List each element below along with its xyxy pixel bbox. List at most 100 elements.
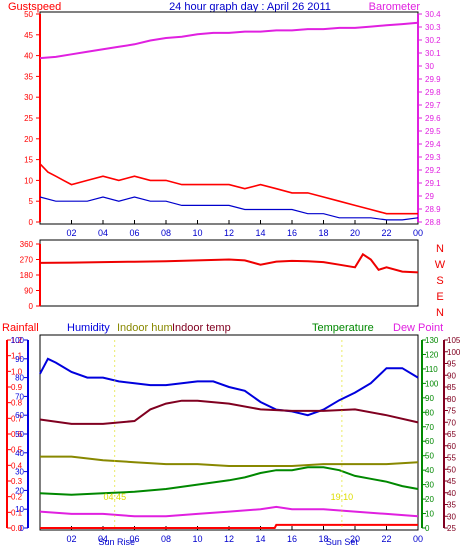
temperature-axis-label-9: 90 — [425, 394, 434, 403]
gust-axis-label-1: 5 — [29, 197, 34, 206]
dir-axis-label-2: 180 — [20, 271, 34, 280]
rain-axis-label-4: 0.4 — [11, 461, 23, 470]
dir-axis-label-4: 360 — [20, 240, 34, 249]
baro-axis-label-0: 28.8 — [425, 218, 441, 227]
top-time-label-7: 16 — [287, 228, 297, 238]
humidity-axis-label-3: 30 — [15, 468, 24, 477]
top-time-label-10: 22 — [381, 228, 391, 238]
baro-axis-label-15: 30.3 — [425, 23, 441, 32]
baro-axis-label-5: 29.3 — [425, 153, 441, 162]
temperature-axis-label-5: 50 — [425, 452, 434, 461]
dew-axis-label-11: 80 — [447, 395, 456, 404]
gust-axis-label-6: 30 — [24, 93, 33, 102]
dir-axis-label-0: 0 — [29, 302, 34, 311]
humidity-axis-label-1: 10 — [15, 505, 24, 514]
baro-axis-label-7: 29.5 — [425, 127, 441, 136]
temperature-axis-label-1: 10 — [425, 510, 434, 519]
rain-axis-label-7: 0.7 — [11, 414, 23, 423]
legend-indoor-hum: Indoor hum — [117, 322, 173, 334]
gust-axis-label-8: 40 — [24, 52, 33, 61]
humidity-axis-label-8: 80 — [15, 374, 24, 383]
temperature-axis-label-13: 130 — [425, 336, 439, 345]
legend-indoor-temp: Indoor temp — [172, 322, 231, 334]
top-time-label-4: 10 — [192, 228, 202, 238]
baro-axis-label-12: 30 — [425, 62, 434, 71]
legend-humidity: Humidity — [67, 322, 110, 334]
gust-line — [39, 163, 418, 215]
direction-panel-frame — [39, 239, 419, 307]
temperature-axis-label-7: 70 — [425, 423, 434, 432]
baro-axis-label-16: 30.4 — [425, 10, 441, 19]
dew-axis-label-0: 25 — [447, 524, 456, 533]
gustspeed-label: Gustspeed — [8, 1, 61, 13]
baro-axis-label-2: 29 — [425, 192, 434, 201]
temperature-axis-label-12: 120 — [425, 350, 439, 359]
gust-axis-label-4: 20 — [24, 135, 33, 144]
rain-axis-label-9: 0.9 — [11, 383, 23, 392]
rain-axis-label-3: 0.3 — [11, 477, 23, 486]
baro-axis-label-8: 29.6 — [425, 114, 441, 123]
sun-rise-time: 04:45 — [104, 492, 127, 502]
bottom-time-label-5: 12 — [224, 534, 234, 544]
legend-temperature: Temperature — [312, 322, 374, 334]
rain-axis-label-6: 0.6 — [11, 430, 23, 439]
barometer-line — [39, 21, 419, 60]
wind-line — [39, 196, 419, 221]
dir-axis-label-3: 270 — [20, 256, 34, 265]
dew-axis-label-6: 55 — [447, 454, 456, 463]
top-time-label-6: 14 — [255, 228, 265, 238]
gust-axis-label-5: 25 — [24, 114, 33, 123]
sun-rise-label: Sun Rise — [99, 537, 136, 547]
baro-axis-label-10: 29.8 — [425, 88, 441, 97]
sun-set-time: 19:10 — [331, 492, 354, 502]
dew-axis-label-7: 60 — [447, 442, 456, 451]
gust-axis-label-3: 15 — [24, 156, 33, 165]
dew-axis-label-14: 95 — [447, 360, 456, 369]
legend-dew-point: Dew Point — [393, 322, 443, 334]
temperature-axis-label-4: 40 — [425, 466, 434, 475]
indoor-hum-line — [40, 455, 419, 467]
gust-axis-label-2: 10 — [24, 176, 33, 185]
baro-axis-label-13: 30.1 — [425, 49, 441, 58]
humidity-line — [39, 357, 419, 417]
temperature-line — [39, 466, 419, 496]
top-time-label-3: 08 — [161, 228, 171, 238]
dew-axis-label-1: 30 — [447, 512, 456, 521]
dew-axis-label-3: 40 — [447, 489, 456, 498]
top-time-label-9: 20 — [350, 228, 360, 238]
humidity-axis-label-5: 50 — [15, 430, 24, 439]
dew-axis-label-13: 90 — [447, 371, 456, 380]
bottom-time-label-1: 04 — [98, 534, 108, 544]
gust-axis-label-0: 0 — [29, 218, 34, 227]
rain-axis-label-11: 1.1 — [11, 352, 23, 361]
temperature-axis-label-3: 30 — [425, 481, 434, 490]
compass-label-4: N — [436, 307, 444, 319]
top-time-label-11: 00 — [413, 228, 423, 238]
rain-axis-label-0: 0.0 — [11, 524, 23, 533]
legend-rainfall: Rainfall — [2, 322, 39, 334]
rain-axis-label-2: 0.2 — [11, 493, 23, 502]
rain-axis-label-10: 1.0 — [11, 367, 23, 376]
humidity-axis-label-2: 20 — [15, 486, 24, 495]
top-time-label-2: 06 — [129, 228, 139, 238]
compass-label-2: S — [436, 275, 443, 287]
humidity-axis-label-7: 70 — [15, 392, 24, 401]
chart-title: 24 hour graph day : April 26 2011 — [169, 1, 331, 13]
baro-axis-label-4: 29.2 — [425, 166, 441, 175]
barometer-label: Barometer — [369, 1, 421, 13]
rain-axis-label-8: 0.8 — [11, 399, 23, 408]
baro-axis-label-11: 29.9 — [425, 75, 441, 84]
temperature-axis-label-10: 100 — [425, 379, 439, 388]
rain-axis-label-12: 1.2 — [11, 336, 23, 345]
rain-axis-label-1: 0.1 — [11, 508, 23, 517]
top-time-label-5: 12 — [224, 228, 234, 238]
compass-label-3: E — [436, 291, 443, 303]
baro-axis-label-6: 29.4 — [425, 140, 441, 149]
dew-axis-label-9: 70 — [447, 418, 456, 427]
bottom-time-label-2: 06 — [129, 534, 139, 544]
dew-axis-label-2: 35 — [447, 501, 456, 510]
bottom-time-label-11: 00 — [413, 534, 423, 544]
bottom-time-label-7: 16 — [287, 534, 297, 544]
temperature-axis-label-11: 110 — [425, 365, 438, 374]
